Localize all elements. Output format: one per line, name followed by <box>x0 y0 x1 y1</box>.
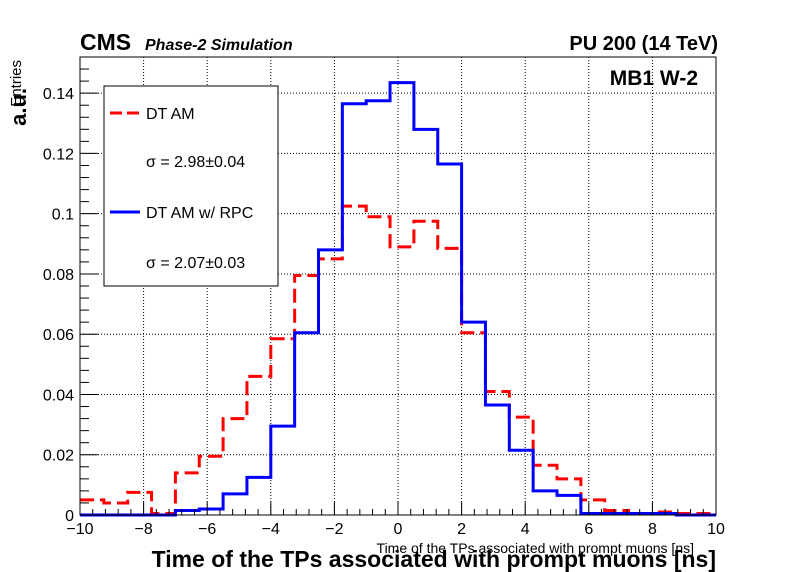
x-tick-label-8: 6 <box>584 521 593 538</box>
station-label: MB1 W-2 <box>610 67 698 90</box>
y-tick-label-4: 0.08 <box>43 267 74 284</box>
legend-sigma-dt-am-rpc: σ = 2.07±0.03 <box>146 255 245 272</box>
y-tick-label-2: 0.04 <box>43 387 74 404</box>
y-axis-title-small: Entries <box>8 60 25 107</box>
experiment-label: CMS <box>80 29 131 55</box>
x-tick-label-10: 10 <box>707 521 725 538</box>
x-tick-label-5: 0 <box>394 521 403 538</box>
y-tick-label-7: 0.14 <box>43 86 74 103</box>
legend: DT AM σ = 2.98±0.04 DT AM w/ RPC σ = 2.0… <box>103 85 279 287</box>
y-tick-label-6: 0.12 <box>43 146 74 163</box>
y-tick-label-3: 0.06 <box>43 327 74 344</box>
x-tick-label-1: −8 <box>134 521 152 538</box>
y-tick-label-5: 0.1 <box>52 207 74 224</box>
x-tick-label-6: 2 <box>457 521 466 538</box>
series-dt-am-rpc <box>80 81 716 517</box>
x-axis-title: Time of the TPs associated with prompt m… <box>152 546 716 572</box>
x-tick-label-2: −6 <box>198 521 216 538</box>
legend-sigma-dt-am: σ = 2.98±0.04 <box>146 154 245 171</box>
x-tick-label-4: −2 <box>325 521 343 538</box>
x-tick-label-9: 8 <box>648 521 657 538</box>
x-tick-label-3: −4 <box>262 521 280 538</box>
x-tick-label-7: 4 <box>521 521 530 538</box>
pileup-label: PU 200 (14 TeV) <box>569 33 718 55</box>
plot-frame <box>79 56 717 516</box>
y-tick-label-0: 0 <box>65 508 74 525</box>
series-layer <box>80 81 716 517</box>
legend-label-dt-am: DT AM <box>146 106 195 123</box>
axis-ticks: −10 −8 −6 −4 −2 0 2 4 6 8 10 0 0.02 0.04 0.06 0.08 0.1 0.… <box>43 56 725 538</box>
legend-label-dt-am-rpc: DT AM w/ RPC <box>146 205 253 222</box>
x-axis-title-small: Time of the TPs associated with prompt m… <box>377 540 694 556</box>
legend-box <box>103 85 279 287</box>
x-tick-label-0: −10 <box>66 521 93 538</box>
y-axis-title: a.u. <box>6 88 31 126</box>
subtitle-label: Phase-2 Simulation <box>145 37 293 54</box>
series-dt-am <box>80 204 716 515</box>
y-tick-label-1: 0.02 <box>43 448 74 465</box>
